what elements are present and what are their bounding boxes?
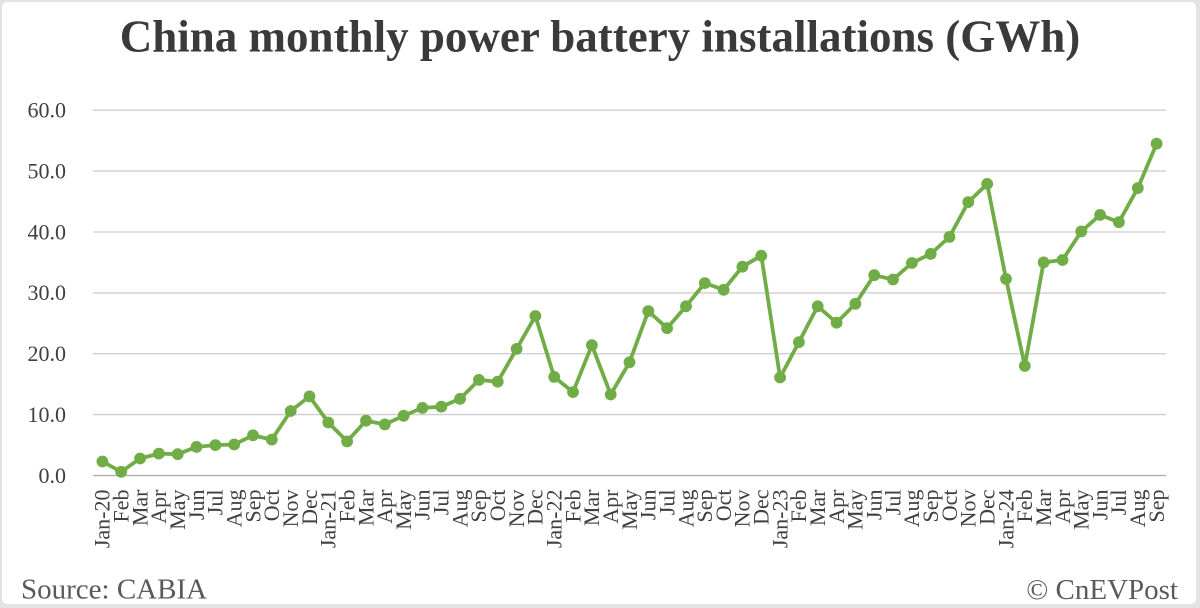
svg-text:Mar: Mar (1031, 489, 1056, 526)
svg-text:Jan-21: Jan-21 (316, 490, 341, 549)
svg-text:Apr: Apr (146, 489, 171, 524)
svg-text:Feb: Feb (560, 490, 585, 523)
svg-text:Jul: Jul (203, 490, 228, 516)
svg-text:Nov: Nov (504, 490, 529, 528)
svg-text:Jun: Jun (184, 490, 209, 521)
svg-text:Nov: Nov (730, 490, 755, 528)
svg-text:May: May (617, 490, 642, 530)
svg-text:Sep: Sep (918, 490, 943, 523)
svg-text:Apr: Apr (598, 489, 623, 524)
svg-text:Jan-20: Jan-20 (90, 490, 115, 549)
svg-text:Dec: Dec (297, 489, 322, 525)
svg-text:Nov: Nov (956, 490, 981, 528)
svg-text:Mar: Mar (127, 489, 152, 526)
svg-text:Jun: Jun (636, 490, 661, 521)
svg-text:Oct: Oct (485, 490, 510, 522)
svg-text:Sep: Sep (240, 490, 265, 523)
svg-text:Source: CABIA: Source: CABIA (21, 574, 207, 606)
svg-text:40.0: 40.0 (28, 219, 67, 244)
svg-text:Apr: Apr (824, 489, 849, 524)
svg-text:Mar: Mar (805, 489, 830, 526)
svg-text:Feb: Feb (109, 490, 134, 523)
svg-text:Oct: Oct (259, 490, 284, 522)
svg-text:60.0: 60.0 (28, 98, 67, 123)
svg-text:Jun: Jun (862, 490, 887, 521)
svg-text:May: May (843, 490, 868, 530)
svg-text:Feb: Feb (334, 490, 359, 523)
svg-text:Sep: Sep (692, 490, 717, 523)
svg-text:Sep: Sep (1144, 490, 1169, 523)
svg-text:50.0: 50.0 (28, 158, 67, 183)
svg-text:Jun: Jun (1087, 490, 1112, 521)
svg-text:Jan-22: Jan-22 (542, 490, 567, 549)
svg-text:Aug: Aug (222, 490, 247, 528)
svg-text:Dec: Dec (523, 489, 548, 525)
svg-text:Jul: Jul (429, 490, 454, 516)
svg-text:Aug: Aug (899, 490, 924, 528)
svg-text:Aug: Aug (1125, 490, 1150, 528)
svg-text:Jan-24: Jan-24 (993, 490, 1018, 549)
svg-text:Jul: Jul (1106, 490, 1131, 516)
svg-text:Aug: Aug (673, 490, 698, 528)
svg-text:© CnEVPost: © CnEVPost (1026, 574, 1178, 606)
svg-text:May: May (1069, 490, 1094, 530)
svg-text:Mar: Mar (579, 489, 604, 526)
svg-text:May: May (391, 490, 416, 530)
svg-text:Apr: Apr (1050, 489, 1075, 524)
svg-text:Feb: Feb (1012, 490, 1037, 523)
svg-text:Sep: Sep (466, 490, 491, 523)
svg-text:Jul: Jul (880, 490, 905, 516)
svg-text:30.0: 30.0 (28, 280, 67, 305)
svg-text:Jul: Jul (654, 490, 679, 516)
svg-text:Dec: Dec (975, 489, 1000, 525)
svg-text:Feb: Feb (786, 490, 811, 523)
svg-text:0.0: 0.0 (39, 463, 67, 488)
svg-text:Apr: Apr (372, 489, 397, 524)
svg-text:Jan-23: Jan-23 (767, 490, 792, 549)
svg-text:20.0: 20.0 (28, 341, 67, 366)
svg-text:Mar: Mar (353, 489, 378, 526)
svg-text:Aug: Aug (447, 490, 472, 528)
svg-text:10.0: 10.0 (28, 402, 67, 427)
svg-text:Dec: Dec (749, 489, 774, 525)
svg-text:China monthly power battery in: China monthly power battery installation… (120, 12, 1081, 62)
svg-text:Nov: Nov (278, 490, 303, 528)
svg-text:Oct: Oct (937, 490, 962, 522)
svg-text:May: May (165, 490, 190, 530)
svg-text:Oct: Oct (711, 490, 736, 522)
svg-text:Jun: Jun (410, 490, 435, 521)
